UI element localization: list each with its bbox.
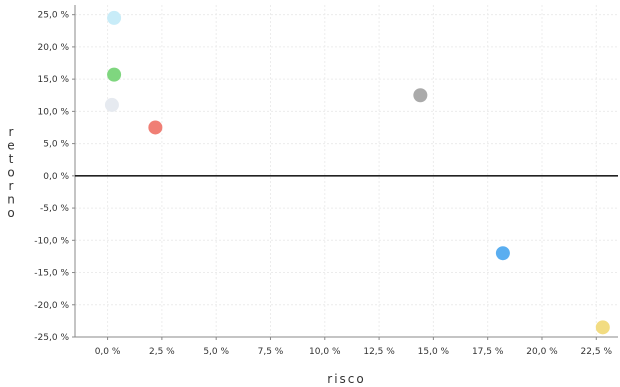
x-tick-label: 5,0 %	[203, 347, 229, 357]
y-axis-label-letter: r	[9, 179, 16, 193]
data-point-4	[148, 120, 163, 135]
x-tick-label: 7,5 %	[258, 347, 284, 357]
y-axis-label-letter: o	[7, 166, 16, 180]
x-tick-label: 17,5 %	[472, 347, 504, 357]
y-tick-label: -5,0 %	[40, 204, 69, 214]
y-axis-label-letter: n	[7, 193, 17, 207]
y-axis-label-letter: t	[9, 152, 16, 166]
x-tick-labels: 0,0 % 2,5 % 5,0 % 7,5 % 10,0 % 12,5 % 15,0 % 17…	[95, 337, 613, 357]
data-point-7	[595, 320, 610, 335]
y-tick-label: -25,0 %	[34, 333, 69, 343]
y-tick-label: 5,0 %	[43, 140, 69, 150]
x-tick-label: 22,5 %	[581, 347, 613, 357]
y-tick-label: 15,0 %	[38, 75, 70, 85]
y-axis-label-letter: e	[7, 139, 16, 153]
y-axis-label-letter: r	[9, 125, 16, 139]
y-tick-label: -15,0 %	[34, 269, 69, 279]
data-point-5	[413, 88, 428, 103]
x-tick-label: 12,5 %	[363, 347, 395, 357]
grid-layer	[75, 5, 618, 338]
y-tick-labels: 25,0 % 20,0 % 15,0 % 10,0 % 5,0 % 0,0 % -5,0 %…	[34, 11, 75, 343]
x-tick-label: 20,0 %	[526, 347, 558, 357]
y-tick-label: 25,0 %	[38, 11, 70, 21]
x-axis-label: risco	[327, 372, 365, 386]
y-tick-label: -10,0 %	[34, 236, 69, 246]
x-tick-label: 10,0 %	[309, 347, 341, 357]
y-tick-label: -20,0 %	[34, 301, 69, 311]
data-point-3	[104, 97, 119, 112]
data-point-6	[495, 246, 510, 261]
x-tick-label: 2,5 %	[149, 347, 175, 357]
y-axis-label-letter: o	[7, 206, 16, 220]
y-tick-label: 10,0 %	[38, 107, 70, 117]
data-points	[104, 10, 610, 335]
y-tick-label: 0,0 %	[43, 172, 69, 182]
data-point-1	[107, 10, 122, 25]
x-tick-label: 0,0 %	[95, 347, 121, 357]
data-point-2	[107, 67, 122, 82]
x-tick-label: 15,0 %	[418, 347, 450, 357]
y-tick-label: 20,0 %	[38, 43, 70, 53]
